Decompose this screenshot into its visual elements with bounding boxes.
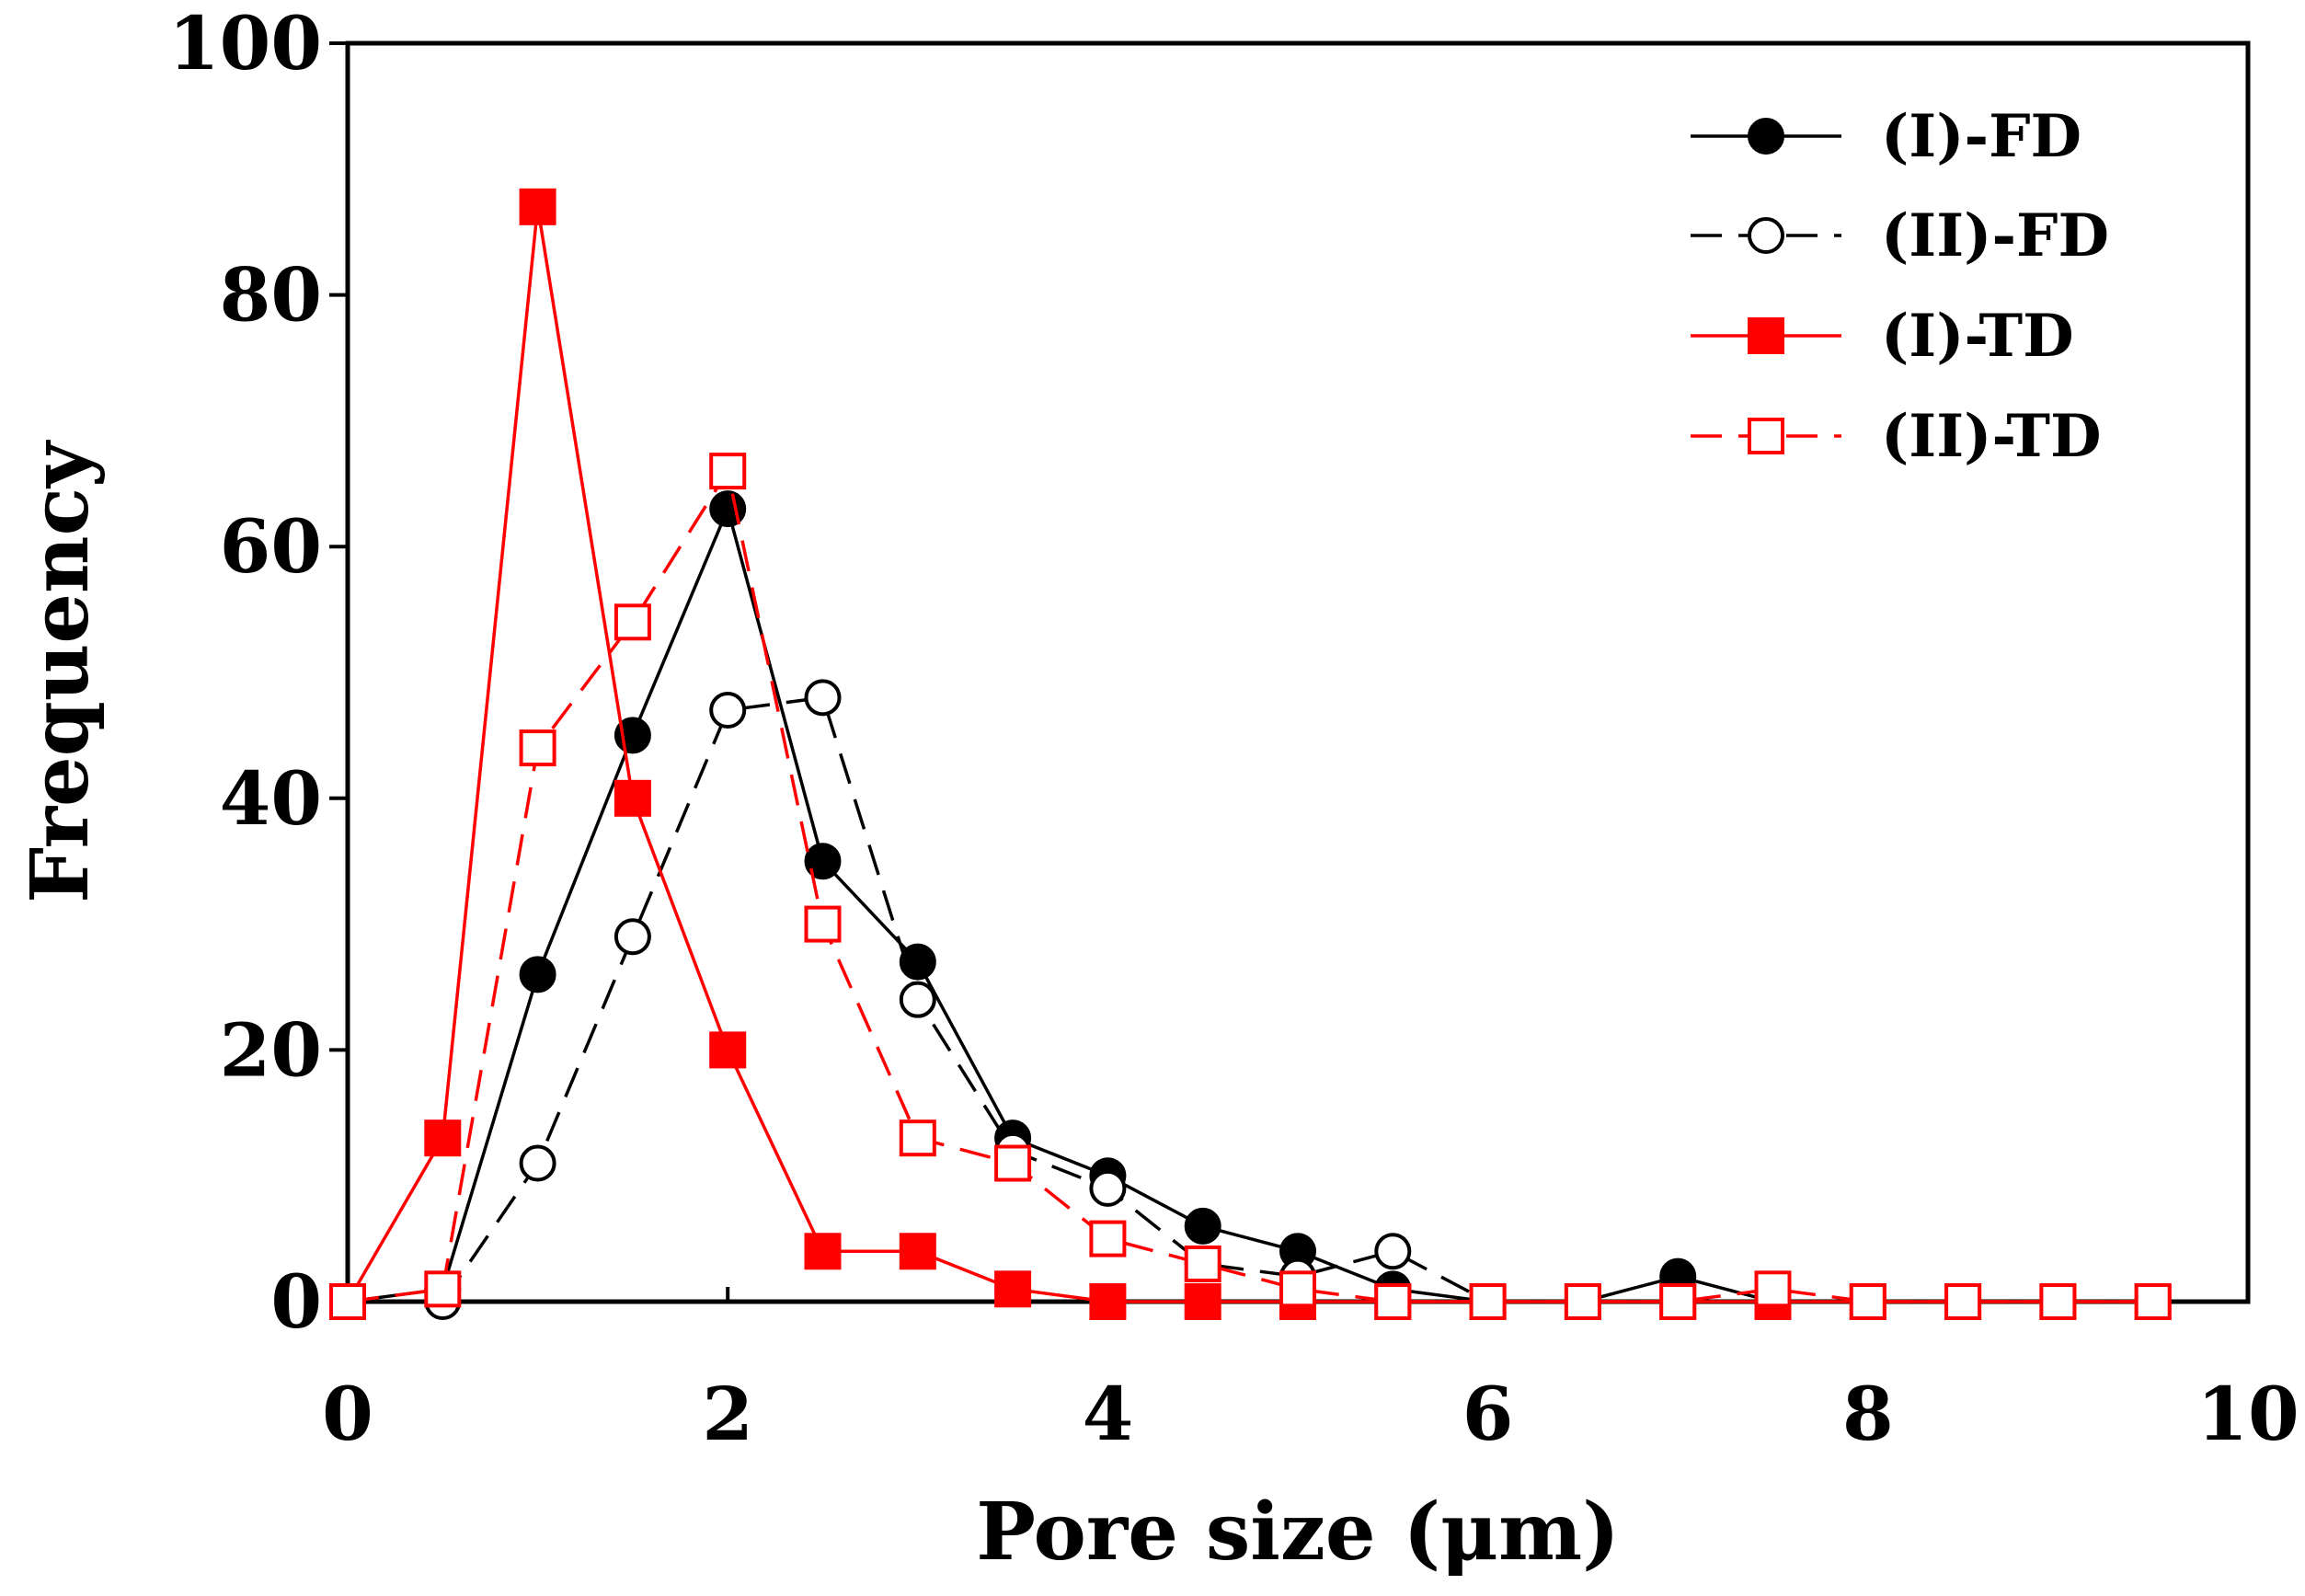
data-point [1184,1283,1221,1320]
x-tick-label: 8 [1842,1371,1894,1457]
data-point [709,453,747,490]
legend-marker [1748,418,1784,454]
x-tick-label: 0 [322,1371,373,1457]
data-point [424,1119,462,1157]
legend-label: (II)-TD [1881,402,2102,471]
data-point [1469,1283,1507,1320]
data-point [804,843,842,880]
legend-marker [1748,317,1784,354]
x-axis: 0 2 4 6 8 10 [322,1287,2299,1457]
data-point [899,943,936,981]
series-line [347,469,2153,1303]
data-point [1849,1283,1886,1320]
data-point [1564,1283,1601,1320]
series-layer [329,188,2172,1320]
data-point [519,956,556,993]
data-point [1089,1283,1127,1320]
x-tick-label: 2 [702,1371,753,1457]
legend-item: (I)-FD [1691,102,2081,171]
data-point [804,679,842,717]
data-point [804,1233,842,1270]
data-point [1089,1169,1127,1207]
legend-label: (I)-TD [1881,302,2074,371]
y-tick-label: 80 [220,252,322,339]
data-point [329,1283,366,1320]
data-point [899,1233,936,1270]
series-line [346,205,2153,1303]
y-tick-label: 20 [220,1006,322,1093]
legend-marker [1748,217,1784,254]
data-point [1374,1283,1412,1320]
legend-item: (I)-TD [1691,302,2074,371]
data-point [804,905,842,943]
series-(I)-FD [329,490,2172,1320]
y-tick-label: 0 [270,1258,322,1345]
data-point [424,1270,462,1308]
series-line [348,695,2153,1303]
data-point [994,1144,1032,1182]
legend-label: (I)-FD [1881,102,2081,171]
data-point [2039,1283,2077,1320]
legend: (I)-FD (II)-FD (I)-TD (II)-TD [1691,102,2109,471]
data-point [994,1270,1032,1308]
data-point [519,1144,556,1182]
data-point [519,188,556,225]
y-tick-label: 40 [220,755,322,842]
legend-marker [1748,118,1784,155]
data-point [1184,1245,1221,1282]
legend-item: (II)-TD [1691,402,2102,471]
data-point [899,981,936,1018]
x-axis-title: Pore size (μm) [976,1486,1620,1579]
x-tick-label: 4 [1083,1371,1134,1457]
y-axis: 0 20 40 60 80 100 [168,0,348,1345]
data-point [899,1119,936,1157]
data-point [1279,1270,1316,1308]
data-point [1374,1233,1412,1270]
data-point [1944,1283,1982,1320]
data-point [519,729,556,767]
y-axis-title: Frequency [14,439,107,903]
data-point [709,692,747,729]
y-tick-label: 60 [220,503,322,590]
series-(II)-TD [329,453,2172,1320]
data-point [1184,1207,1221,1245]
data-point [614,779,651,817]
y-tick-label: 100 [168,0,322,86]
data-point [1754,1270,1792,1308]
x-tick-label: 6 [1462,1371,1514,1457]
data-point [614,603,651,641]
data-point [709,1031,747,1069]
data-point [1659,1283,1697,1320]
x-tick-label: 10 [2196,1371,2299,1457]
data-point [1089,1220,1127,1257]
data-point [614,918,651,956]
legend-label: (II)-FD [1881,201,2109,270]
legend-item: (II)-FD [1691,201,2109,270]
series-(II)-FD [329,679,2172,1320]
data-point [2134,1283,2172,1320]
